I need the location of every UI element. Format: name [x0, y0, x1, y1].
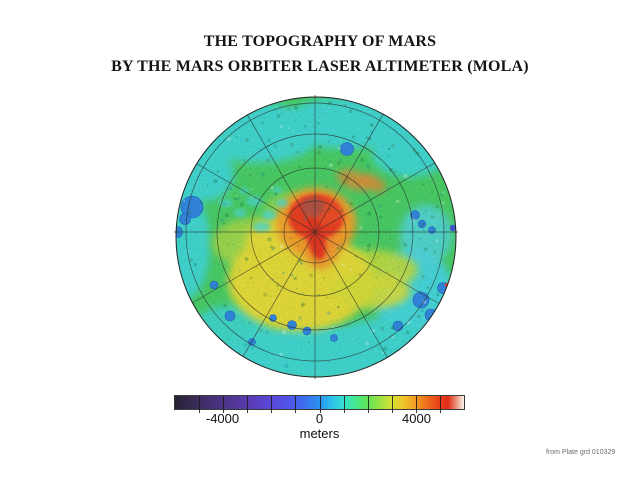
colorbar-unit-label: meters — [299, 426, 340, 441]
meridian-lines — [176, 97, 456, 377]
elevation-colorbar — [174, 395, 465, 413]
source-footnote: from Plate grd 010329 — [546, 449, 616, 456]
graticule — [176, 97, 456, 377]
figure-title-line2: BY THE MARS ORBITER LASER ALTIMETER (MOL… — [111, 58, 529, 75]
polar-projection-map — [174, 95, 458, 379]
colorbar-label-neg4000: -4000 — [205, 411, 240, 426]
colorbar-label-4000: 4000 — [402, 411, 431, 426]
colorbar-label-zero: 0 — [315, 411, 324, 426]
colorbar-ticks — [175, 396, 464, 413]
map-boundary — [175, 96, 457, 378]
figure-title-line1: THE TOPOGRAPHY OF MARS — [203, 33, 437, 50]
terrain-speckles — [178, 101, 445, 373]
terrain-grain-light — [176, 97, 456, 377]
mars-topography-map — [174, 95, 458, 379]
